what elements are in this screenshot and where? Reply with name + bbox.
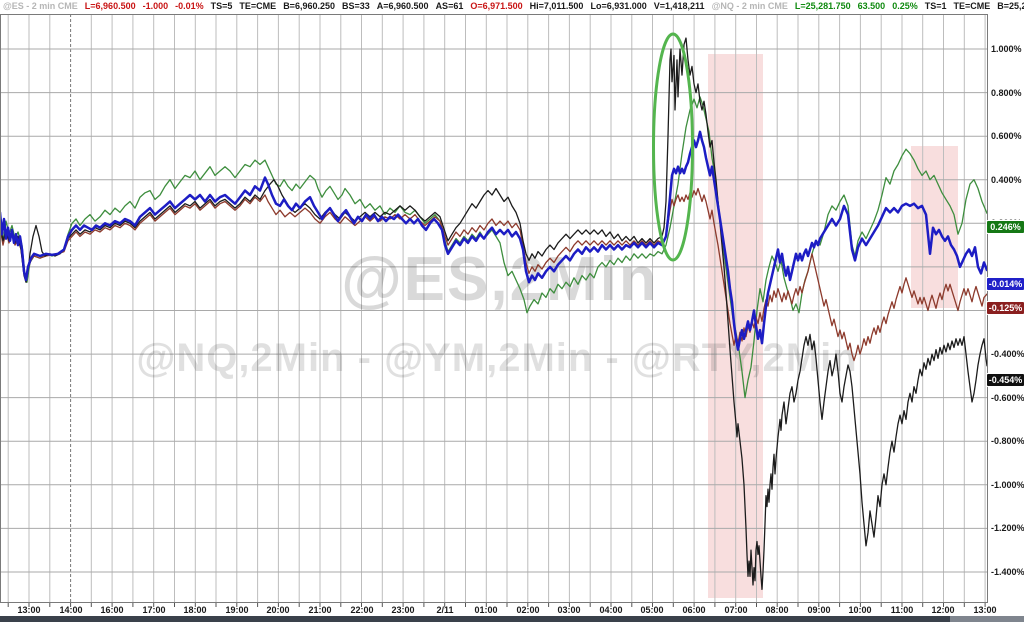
x-axis-label: 01:00 bbox=[474, 605, 498, 615]
quote-field: V=1,418,211 bbox=[653, 1, 705, 11]
y-axis-label: -0.400% bbox=[991, 349, 1024, 360]
scrollbar-thumb[interactable] bbox=[0, 616, 950, 622]
x-axis-label: 18:00 bbox=[183, 605, 207, 615]
quote-field: B=25,282.000 bbox=[997, 1, 1024, 11]
highlight-region bbox=[911, 146, 958, 308]
x-axis-label: 12:00 bbox=[931, 605, 955, 615]
x-axis-label: 08:00 bbox=[765, 605, 789, 615]
chart-plot-area[interactable]: @ES,2Min@NQ,2Min - @YM,2Min - @RTY,2Min bbox=[0, 14, 988, 608]
quote-field: A=6,960.500 bbox=[376, 1, 429, 11]
quote-field: L=6,960.500 bbox=[84, 1, 136, 11]
quote-field: 63.500 bbox=[857, 1, 886, 11]
quote-field: -0.01% bbox=[175, 1, 204, 11]
x-axis-label: 19:00 bbox=[225, 605, 249, 615]
y-axis-label: -0.800% bbox=[991, 436, 1024, 447]
quote-field: @NQ - 2 min CME bbox=[711, 1, 788, 11]
price-badge-rty2min: -0.454% bbox=[986, 372, 1024, 387]
series-line-ym2min bbox=[0, 187, 988, 362]
quote-field: @ES - 2 min CME bbox=[3, 1, 78, 11]
x-axis-label: 13:00 bbox=[17, 605, 41, 615]
quote-field: BS=33 bbox=[341, 1, 370, 11]
x-axis-label: 02:00 bbox=[516, 605, 540, 615]
y-axis-label: 0.400% bbox=[991, 174, 1022, 185]
x-axis-label: 06:00 bbox=[682, 605, 706, 615]
quote-field: -1.000 bbox=[142, 1, 169, 11]
quote-field: Lo=6,931.000 bbox=[590, 1, 647, 11]
y-axis-label: -1.200% bbox=[991, 523, 1024, 534]
x-axis-label: 13:00 bbox=[973, 605, 997, 615]
quote-field: TE=CME bbox=[953, 1, 991, 11]
ellipse-annotation bbox=[652, 32, 694, 262]
y-axis-label: 1.000% bbox=[991, 44, 1022, 54]
gridlines bbox=[0, 14, 988, 607]
x-axis-label: 21:00 bbox=[308, 605, 332, 615]
y-axis-label: -1.000% bbox=[991, 479, 1024, 490]
x-axis-label: 04:00 bbox=[599, 605, 623, 615]
quote-field: TE=CME bbox=[239, 1, 277, 11]
x-axis-label: 16:00 bbox=[100, 605, 124, 615]
x-axis-label: 07:00 bbox=[724, 605, 748, 615]
quote-field: 0.25% bbox=[892, 1, 918, 11]
x-axis-label: 20:00 bbox=[266, 605, 290, 615]
x-axis-label: 2/11 bbox=[436, 605, 454, 615]
x-axis-label: 22:00 bbox=[350, 605, 374, 615]
quote-field: AS=61 bbox=[435, 1, 464, 11]
y-axis-label: 0.600% bbox=[991, 131, 1022, 142]
series-line-es2min bbox=[0, 130, 988, 351]
price-badge-es2min: -0.014% bbox=[986, 277, 1024, 291]
watermark-primary-symbol: @ES,2Min bbox=[341, 245, 659, 314]
quote-header: @ES - 2 min CME L=6,960.500 -1.000 -0.01% TS… bbox=[0, 0, 1024, 14]
quote-field: O=6,971.500 bbox=[470, 1, 523, 11]
price-badge-ym2min: -0.125% bbox=[986, 301, 1024, 316]
y-axis-label: -0.600% bbox=[991, 392, 1024, 403]
quote-field: TS=1 bbox=[924, 1, 947, 11]
y-axis-label: -1.400% bbox=[991, 567, 1024, 577]
x-axis-label: 03:00 bbox=[557, 605, 581, 615]
x-axis-label: 05:00 bbox=[640, 605, 664, 615]
price-badge-nq2min: 0.246% bbox=[986, 220, 1024, 235]
series-line-rty2min bbox=[0, 37, 988, 591]
x-axis-label: 14:00 bbox=[59, 605, 83, 615]
quote-field: TS=5 bbox=[210, 1, 233, 11]
quote-field: B=6,960.250 bbox=[283, 1, 335, 11]
x-axis-label: 11:00 bbox=[890, 605, 914, 615]
horizontal-scrollbar[interactable] bbox=[0, 616, 1024, 622]
quote-field: Hi=7,011.500 bbox=[529, 1, 584, 11]
plot-background bbox=[0, 14, 988, 603]
quote-field: L=25,281.750 bbox=[794, 1, 851, 11]
y-axis-label: 0.800% bbox=[991, 87, 1022, 98]
series-line-nq2min bbox=[0, 96, 988, 399]
x-axis-label: 10:00 bbox=[848, 605, 872, 615]
x-axis-label: 09:00 bbox=[807, 605, 831, 615]
x-axis-label: 17:00 bbox=[142, 605, 166, 615]
x-axis-label: 23:00 bbox=[391, 605, 415, 615]
